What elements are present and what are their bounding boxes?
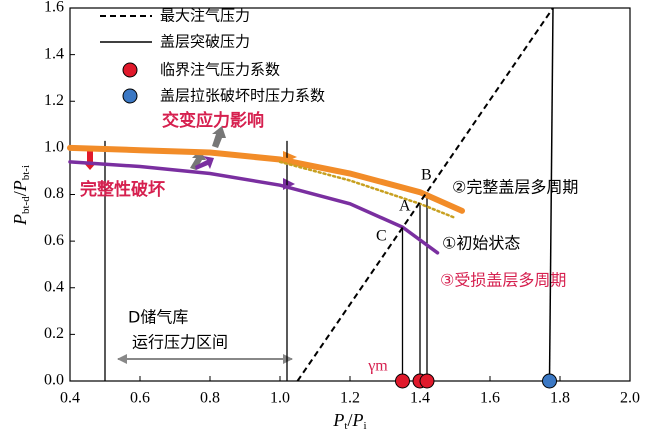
y-axis-label-part: bt-d xyxy=(20,196,32,214)
y-tick-label: 0.6 xyxy=(44,232,64,249)
annotation: A xyxy=(399,198,411,215)
down-arrow xyxy=(83,150,97,170)
curve xyxy=(278,160,457,220)
up-arrow xyxy=(212,126,226,148)
x-axis-label-part: t xyxy=(344,420,347,432)
x-tick-label: 0.4 xyxy=(60,390,80,407)
point xyxy=(395,373,410,389)
curve-label: ①初始状态 xyxy=(442,234,520,253)
y-tick-label: 1.6 xyxy=(44,0,64,16)
purple-arrow xyxy=(195,156,214,170)
x-axis-label: Pt/Pi xyxy=(332,410,366,431)
x-axis-label-part: P xyxy=(332,410,344,430)
legend-marker xyxy=(122,88,138,104)
y-axis-label-part: / xyxy=(10,191,30,196)
x-tick-label: 1.8 xyxy=(550,390,570,407)
curve-label: ③受损盖层多周期 xyxy=(440,271,566,290)
curve xyxy=(68,160,440,255)
annotation: C xyxy=(376,228,387,245)
y-tick-label: 0.4 xyxy=(44,278,64,295)
x-tick-label: 2.0 xyxy=(620,390,640,407)
point xyxy=(542,373,557,389)
y-axis-label-part: P xyxy=(10,180,30,192)
curve xyxy=(67,144,465,214)
y-axis-label-part: P xyxy=(10,214,30,226)
x-tick-label: 1.0 xyxy=(270,390,290,407)
x-axis-label-part: / xyxy=(347,410,352,430)
curve-label: ②完整盖层多周期 xyxy=(452,178,578,197)
y-axis-label: Pbt-d/Pbt-i xyxy=(10,165,31,226)
legend-label: 最大注气压力 xyxy=(160,7,250,25)
y-tick-label: 1.0 xyxy=(44,139,64,156)
point xyxy=(419,373,435,389)
annotation: 交变应力影响 xyxy=(162,110,264,131)
legend-label: 临界注气压力系数 xyxy=(160,61,280,79)
y-tick-label: 0.2 xyxy=(44,325,64,342)
annotation: 运行压力区间 xyxy=(132,333,228,352)
annotation: γm xyxy=(367,358,388,375)
y-axis-label-part: bt-i xyxy=(20,165,32,180)
line-series xyxy=(296,7,554,382)
y-tick-label: 0.0 xyxy=(44,372,64,389)
x-tick-label: 1.4 xyxy=(410,390,430,407)
legend-label: 盖层突破压力 xyxy=(160,33,250,51)
annotation: B xyxy=(421,167,432,184)
x-axis-label-part: i xyxy=(364,420,367,432)
x-tick-label: 0.6 xyxy=(130,390,150,407)
legend-marker xyxy=(122,62,138,78)
y-tick-label: 0.8 xyxy=(44,185,64,202)
line-series xyxy=(548,7,554,382)
y-tick-label: 1.4 xyxy=(44,45,64,62)
annotation: D储气库 xyxy=(128,308,188,327)
annotation: 完整性破坏 xyxy=(80,179,165,200)
legend-label: 盖层拉张破坏时压力系数 xyxy=(160,87,325,105)
x-tick-label: 0.8 xyxy=(200,390,220,407)
y-tick-label: 1.2 xyxy=(44,92,64,109)
x-tick-label: 1.2 xyxy=(340,390,360,407)
x-axis-label-part: P xyxy=(352,410,364,430)
x-tick-label: 1.6 xyxy=(480,390,500,407)
